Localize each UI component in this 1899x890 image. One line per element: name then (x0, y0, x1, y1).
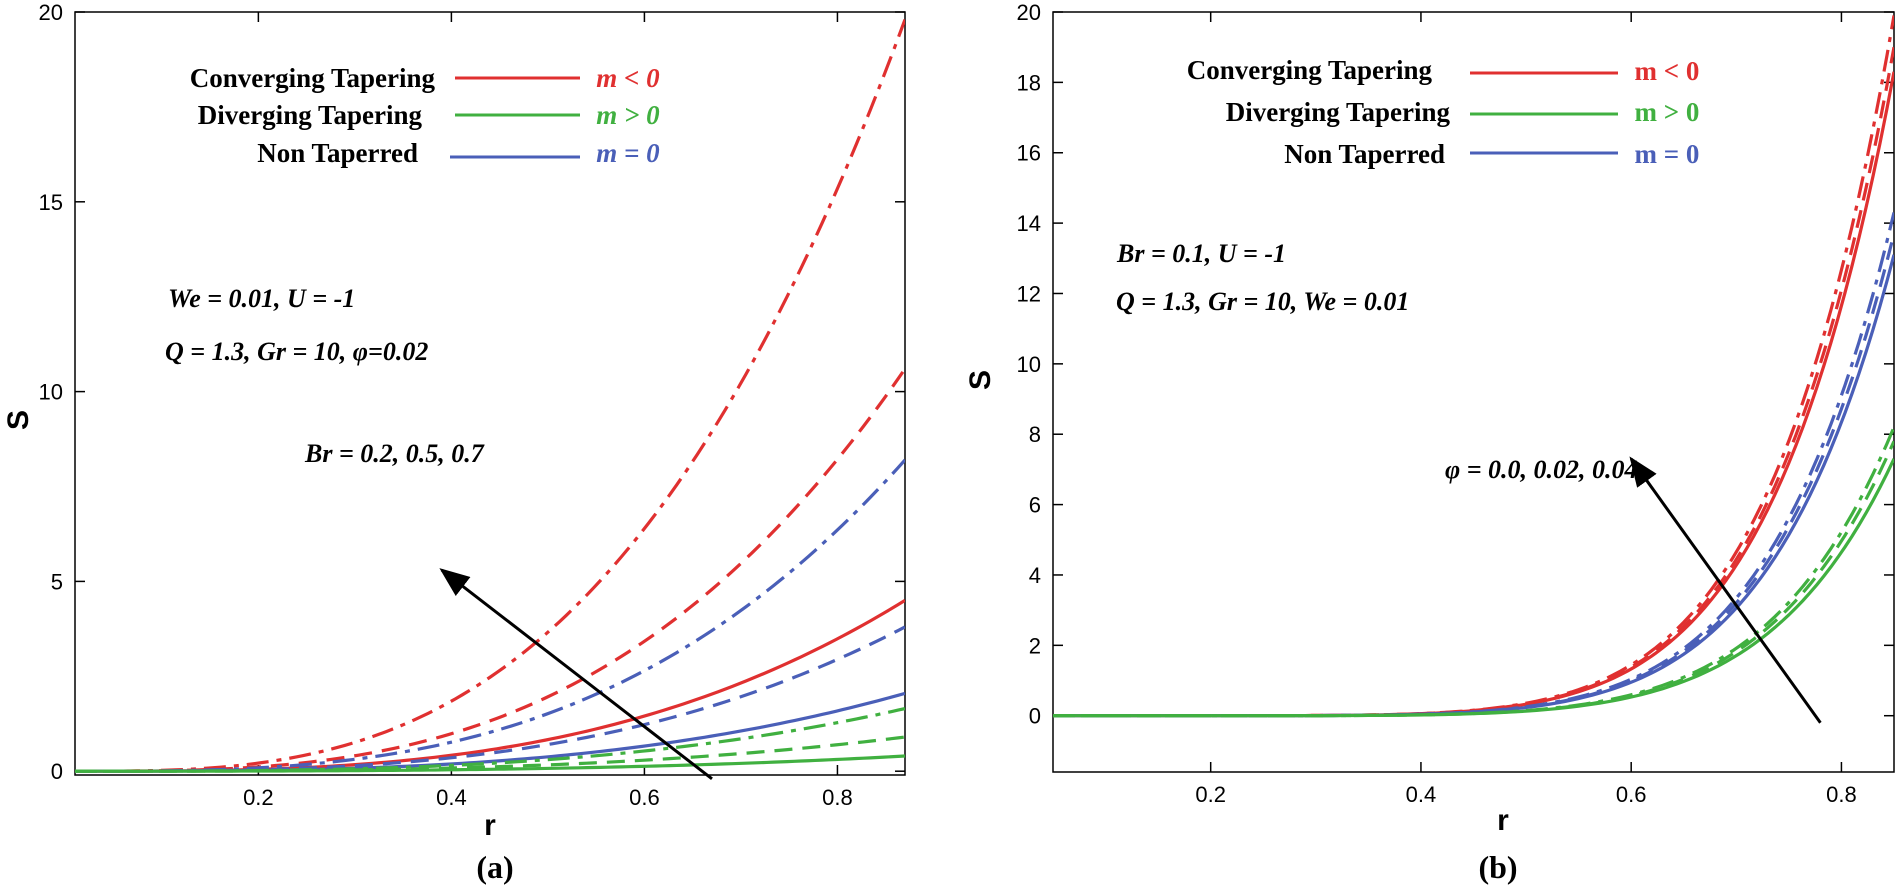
panel-b-plot-area: 0.2 0.4 0.6 0.8 0 2 4 6 8 10 12 14 16 18 20 (1017, 0, 1895, 807)
panel-b-ytick-label: 2 (1029, 633, 1041, 658)
panel-b-series-group (1053, 15, 1894, 718)
panel-a-series-group (75, 19, 905, 773)
legend-a-diverging-condition: m > 0 (596, 100, 660, 130)
panel-a-xtick-label: 0.2 (243, 785, 274, 810)
panel-b-xtick-label: 0.8 (1826, 782, 1857, 807)
panel-b-ytick-label: 10 (1017, 352, 1041, 377)
panel-a-trend-arrow (439, 568, 713, 780)
panel-a-series-converging-dashdot (75, 19, 905, 773)
panel-a-ytick-label: 10 (39, 380, 63, 405)
panel-a-series-diverging-dashdot (75, 707, 905, 773)
panel-b-xtick-label: 0.4 (1406, 782, 1437, 807)
panel-a-ytick-label: 5 (51, 569, 63, 594)
panel-b-xtick-label: 0.2 (1195, 782, 1226, 807)
panel-b-ytick-label: 6 (1029, 493, 1041, 518)
panel-b-series-converging-solid (1053, 71, 1894, 718)
panel-a-frame (74, 11, 906, 776)
panel-a-xtick-label: 0.6 (629, 785, 660, 810)
legend-b-converging-condition: m < 0 (1635, 56, 1700, 86)
panel-a-plot-area: 0.2 0.4 0.6 0.8 0 5 10 15 20 (39, 0, 906, 810)
panel-a-ytick-label: 20 (39, 0, 63, 25)
panel-b-ytick-label: 14 (1017, 211, 1041, 236)
panel-a-xtick-label: 0.4 (436, 785, 467, 810)
panel-b-params-line2: Q = 1.3, Gr = 10, We = 0.01 (1116, 287, 1409, 316)
panel-b-ytick-label: 20 (1017, 0, 1041, 25)
panel-b-ytick-label: 8 (1029, 422, 1041, 447)
legend-b-diverging-condition: m > 0 (1635, 97, 1700, 127)
panel-a-ylabel: S (2, 410, 35, 430)
panel-b-arrow-label: φ = 0.0, 0.02, 0.04 (1445, 455, 1638, 484)
panel-a-params-line1: We = 0.01, U = -1 (168, 284, 355, 313)
legend-b-diverging-label: Diverging Tapering (1226, 97, 1451, 127)
panel-a-params-line2: Q = 1.3, Gr = 10, φ=0.02 (165, 337, 428, 366)
panel-b: 0.2 0.4 0.6 0.8 0 2 4 6 8 10 12 14 16 18 20 S r (b) Co… (964, 0, 1895, 885)
legend-a-non-label: Non Taperred (257, 138, 418, 168)
panel-b-params-line1: Br = 0.1, U = -1 (1116, 239, 1286, 268)
panel-a-series-non-dash (75, 625, 905, 773)
panel-a-xtick-label: 0.8 (822, 785, 853, 810)
legend-a-non-condition: m = 0 (596, 138, 660, 168)
panel-b-xtick-label: 0.6 (1616, 782, 1647, 807)
panel-b-caption: (b) (1478, 849, 1517, 885)
legend-a-diverging-label: Diverging Tapering (198, 100, 423, 130)
panel-b-series-non-solid (1053, 254, 1894, 718)
panel-a-series-converging-solid (75, 599, 905, 773)
panel-b-series-converging-dashdot (1053, 15, 1894, 718)
panel-b-ytick-label: 18 (1017, 70, 1041, 95)
panel-a: 0.2 0.4 0.6 0.8 0 5 10 15 20 S r (a) Converging … (2, 0, 906, 885)
panel-a-caption: (a) (476, 849, 513, 885)
legend-a-converging-condition: m < 0 (596, 63, 660, 93)
panel-b-series-diverging-dashdot (1053, 426, 1894, 718)
panel-a-series-converging-dash (75, 367, 905, 773)
panel-b-ytick-label: 0 (1029, 704, 1041, 729)
panel-b-ytick-label: 16 (1017, 141, 1041, 166)
panel-b-ytick-label: 4 (1029, 563, 1041, 588)
legend-b-non-condition: m = 0 (1635, 139, 1700, 169)
panel-a-xlabel: r (484, 809, 496, 842)
panel-b-series-diverging-solid (1053, 458, 1894, 718)
panel-b-legend: Converging Tapering m < 0 Diverging Tape… (1187, 55, 1700, 169)
panel-b-series-converging-dash (1053, 46, 1894, 718)
legend-b-non-label: Non Taperred (1284, 139, 1445, 169)
legend-b-converging-label: Converging Tapering (1187, 55, 1433, 85)
panel-b-frame (1052, 11, 1895, 773)
panel-a-ytick-label: 15 (39, 190, 63, 215)
panel-b-ylabel: S (964, 370, 997, 390)
panel-a-series-diverging-dash (75, 735, 905, 773)
panel-a-legend: Converging Tapering m < 0 Diverging Tape… (190, 63, 660, 168)
panel-a-ytick-label: 0 (51, 759, 63, 784)
panel-b-trend-arrow (1629, 456, 1822, 724)
panel-b-ytick-label: 12 (1017, 281, 1041, 306)
panel-a-arrow-label: Br = 0.2, 0.5, 0.7 (304, 439, 485, 468)
panel-b-xlabel: r (1497, 804, 1509, 837)
legend-a-converging-label: Converging Tapering (190, 63, 436, 93)
